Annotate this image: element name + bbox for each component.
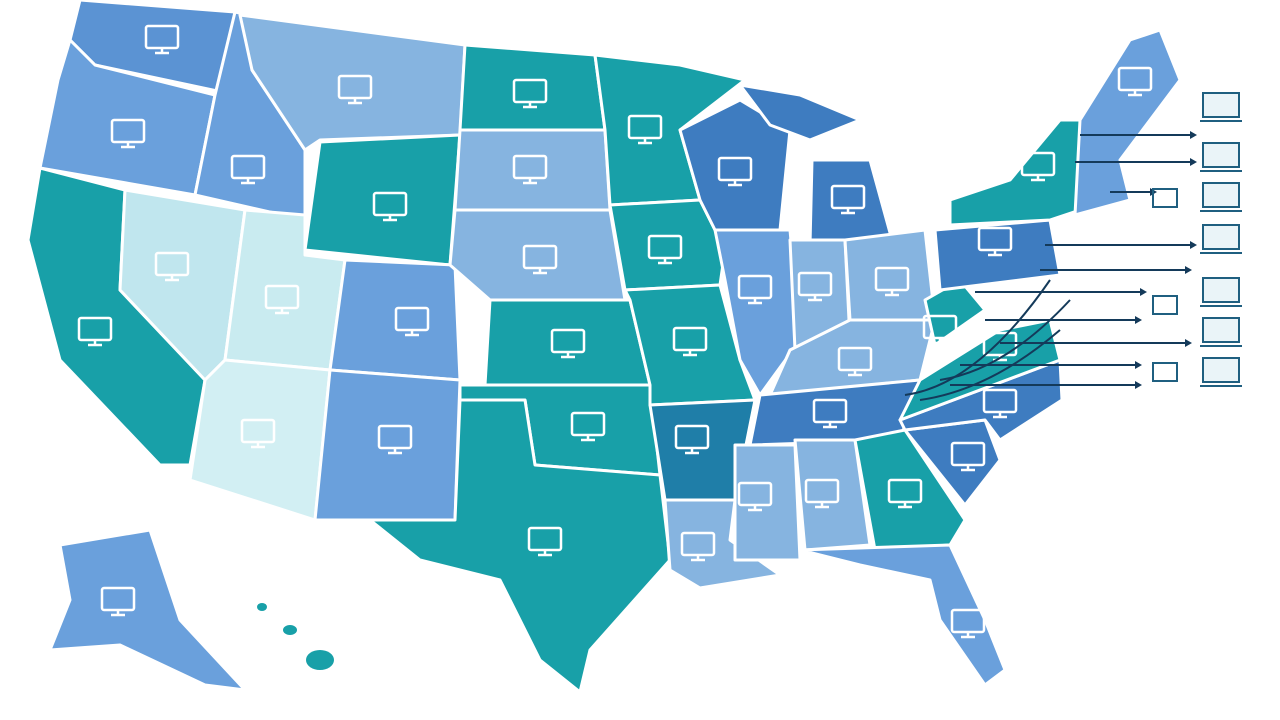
state <box>738 83 862 142</box>
state <box>368 398 672 694</box>
state <box>453 128 612 212</box>
icons <box>77 24 1153 639</box>
state <box>843 228 937 322</box>
side-icon <box>1202 224 1240 250</box>
connector <box>919 329 1061 401</box>
state <box>458 43 607 132</box>
arrow-head <box>1135 381 1142 389</box>
states <box>26 0 1182 694</box>
arrow-head <box>1190 158 1197 166</box>
side-icon <box>1202 182 1240 208</box>
state <box>188 358 332 522</box>
state <box>1073 28 1182 217</box>
small-icon <box>1152 188 1178 208</box>
state <box>448 208 627 302</box>
connector <box>939 299 1071 381</box>
side-icon <box>1202 142 1240 168</box>
state <box>303 133 462 267</box>
arrows <box>904 92 1242 401</box>
state <box>793 438 872 552</box>
state <box>48 528 247 692</box>
island <box>283 625 297 635</box>
side-icon <box>1202 92 1240 118</box>
state <box>853 428 967 552</box>
side-icon <box>1202 357 1240 383</box>
island <box>257 603 267 611</box>
arrow-head <box>1185 339 1192 347</box>
state <box>68 0 237 94</box>
small-icon <box>1152 295 1178 315</box>
side-icon <box>1202 317 1240 343</box>
arrow-head <box>1140 288 1147 296</box>
state <box>768 318 937 397</box>
arrow-head <box>1135 316 1142 324</box>
state <box>948 118 1092 227</box>
small-icon <box>1152 362 1178 382</box>
state <box>313 368 462 522</box>
state <box>733 443 802 562</box>
connector <box>904 279 1051 396</box>
arrow-head <box>1185 266 1192 274</box>
island <box>306 650 334 670</box>
state <box>483 298 652 387</box>
arrow-head <box>1190 241 1197 249</box>
arrow-head <box>1190 131 1197 139</box>
state <box>808 158 894 247</box>
arrow-head <box>1135 361 1142 369</box>
side-icon <box>1202 277 1240 303</box>
state <box>798 543 1007 687</box>
